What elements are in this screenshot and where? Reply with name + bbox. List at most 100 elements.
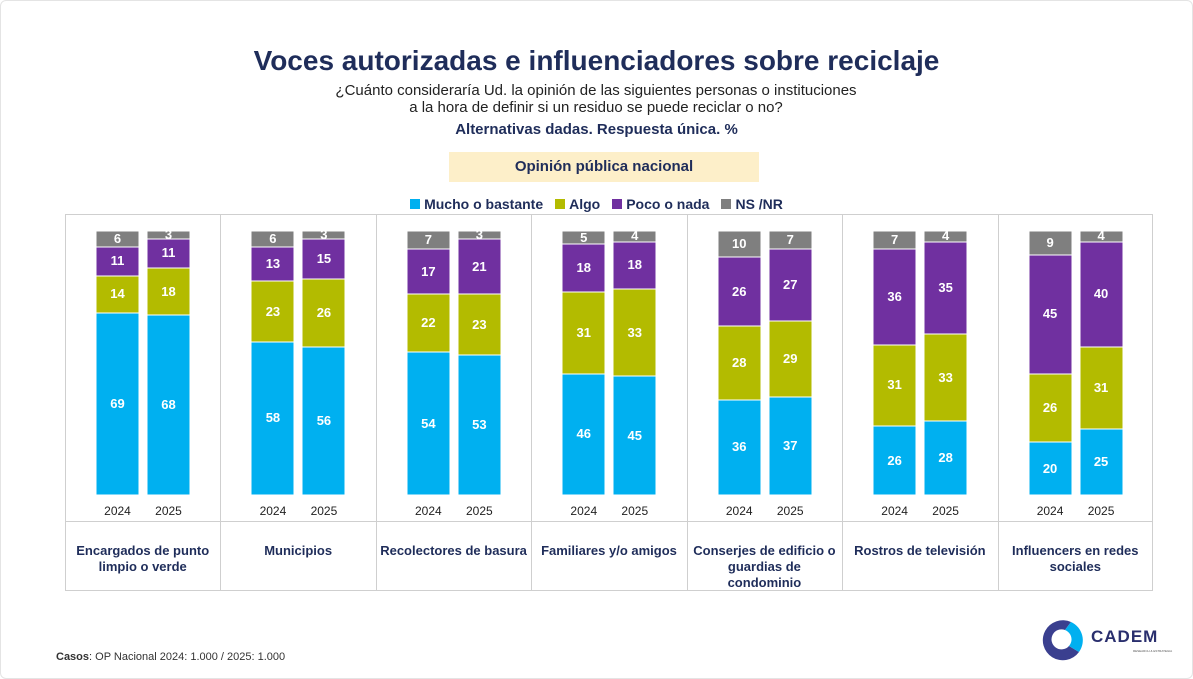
chart-frame	[65, 214, 1153, 591]
bar-segment	[147, 238, 190, 268]
bar-segment	[406, 352, 450, 495]
value-label: 21	[472, 258, 487, 274]
x-tick-label: 2024	[725, 504, 753, 518]
value-label: 46	[576, 426, 592, 442]
legend: Mucho o bastante Algo Poco o nada NS /NR	[1, 196, 1192, 212]
x-tick-label: 2025	[776, 504, 804, 518]
bar-segment	[717, 231, 761, 258]
bar-segment	[96, 246, 139, 276]
group-separator	[686, 214, 688, 591]
group-label: Rostros de televisión	[854, 543, 986, 558]
bar-segment	[406, 249, 450, 295]
group-separator	[220, 214, 222, 591]
x-tick-label: 2024	[881, 504, 908, 518]
bar-segment	[406, 294, 450, 353]
x-tick-label: 2025	[932, 504, 959, 518]
value-label: 15	[316, 250, 332, 266]
value-label: 9	[1046, 234, 1054, 250]
value-label: 6	[269, 230, 277, 246]
group-label: Encargados de punto limpio o verde	[76, 543, 210, 574]
bar-segment	[873, 231, 917, 250]
value-label: 33	[627, 324, 643, 340]
value-label: 6	[113, 230, 122, 246]
value-label: 31	[576, 324, 592, 340]
legend-item: Algo	[555, 196, 600, 212]
note: Alternativas dadas. Respuesta única. %	[455, 121, 738, 138]
value-label: 26	[1042, 399, 1058, 415]
footer-text: : OP Nacional 2024: 1.000 / 2025: 1.000	[89, 651, 286, 663]
bar-segment	[147, 267, 190, 316]
footer-label: Casos	[56, 651, 90, 663]
value-label: 22	[421, 315, 436, 331]
group-label: Conserjes de edificio o guardias de cond…	[693, 543, 836, 590]
bar-segment	[613, 289, 657, 377]
bar-segment	[1079, 347, 1123, 429]
legend-label: Mucho o bastante	[424, 196, 544, 212]
bar-segment	[613, 241, 657, 290]
bar-segment	[1028, 442, 1072, 495]
bar-segment	[717, 326, 761, 400]
group-label: Influencers en redes sociales	[1012, 543, 1139, 574]
bar-segment	[768, 397, 812, 495]
legend-item: Mucho o bastante	[410, 196, 543, 212]
footer: Casos: OP Nacional 2024: 1.000 / 2025: 1…	[56, 651, 285, 663]
value-label: 4	[942, 228, 950, 244]
value-label: 26	[316, 304, 332, 320]
legend-swatch	[721, 199, 732, 209]
value-label: 36	[887, 289, 902, 304]
value-label: 26	[731, 283, 747, 299]
value-label: 40	[1093, 286, 1109, 302]
value-label: 45	[1042, 306, 1058, 322]
x-tick-label: 2025	[155, 504, 182, 518]
bar-segment	[96, 312, 139, 495]
bar-segment	[457, 238, 501, 295]
x-tick-label: 2024	[570, 504, 598, 518]
x-tick-label: 2025	[310, 504, 338, 518]
bar-segment	[873, 426, 917, 495]
axis-separator	[65, 521, 1153, 522]
value-label: 25	[1093, 454, 1109, 469]
value-label: 18	[161, 283, 176, 299]
bar-segment	[1028, 373, 1072, 443]
legend-swatch	[410, 199, 421, 209]
legend-label: NS /NR	[735, 196, 783, 212]
value-label: 23	[472, 316, 487, 332]
x-tick-label: 2025	[621, 504, 649, 518]
value-label: 7	[786, 232, 794, 248]
value-label: 29	[782, 351, 798, 367]
bar-segment	[251, 341, 295, 495]
logo-text: CADEM	[1091, 627, 1159, 646]
value-label: 3	[320, 226, 328, 242]
legend-swatch	[555, 199, 566, 209]
bar-segment	[251, 231, 295, 247]
value-label: 28	[731, 355, 747, 370]
value-label: 27	[782, 277, 798, 293]
group-separator	[531, 214, 533, 591]
bar-segment	[302, 278, 346, 348]
subtitle: ¿Cuánto consideraría Ud. la opinión de l…	[335, 82, 857, 116]
value-label: 31	[1093, 380, 1109, 396]
bar-segment	[717, 399, 761, 495]
value-label: 45	[627, 427, 643, 443]
bar-segment	[768, 320, 812, 398]
title: Voces autorizadas e influenciadores sobr…	[253, 45, 940, 76]
bar-segment	[457, 355, 501, 495]
group-separator	[842, 214, 844, 591]
value-label: 35	[938, 279, 953, 295]
logo-mark	[1042, 620, 1083, 661]
x-tick-label: 2024	[414, 504, 442, 518]
value-label: 4	[1097, 228, 1105, 244]
value-label: 7	[424, 232, 432, 248]
bar-segment	[873, 249, 917, 345]
x-tick-label: 2024	[259, 504, 287, 518]
group-separator	[375, 214, 377, 591]
value-label: 20	[1042, 460, 1058, 476]
value-label: 18	[627, 257, 643, 273]
value-label: 54	[421, 415, 436, 431]
value-label: 13	[265, 256, 281, 271]
bar-segment	[924, 333, 968, 422]
bar-segment	[613, 231, 657, 242]
value-label: 68	[161, 397, 176, 413]
value-label: 56	[316, 413, 332, 429]
